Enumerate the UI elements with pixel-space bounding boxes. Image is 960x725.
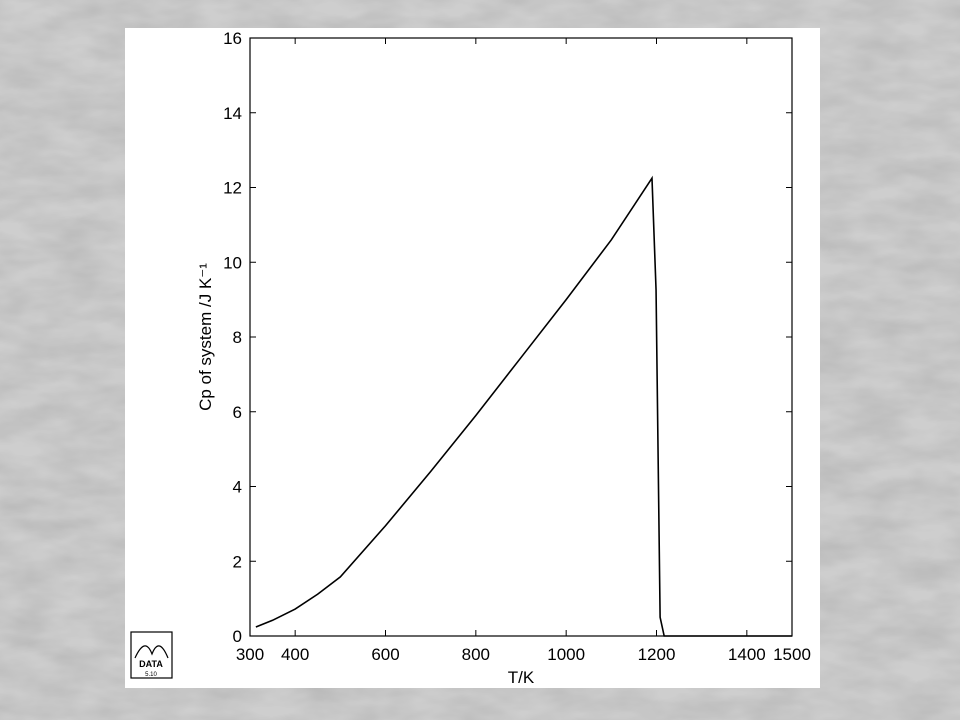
y-tick-label: 10: [223, 253, 242, 272]
logo-version: 5.10: [145, 672, 157, 678]
y-tick-label: 4: [233, 478, 242, 497]
y-tick-label: 8: [233, 328, 242, 347]
y-tick-label: 2: [233, 552, 242, 571]
y-tick-label: 6: [233, 403, 242, 422]
x-tick-label: 800: [462, 645, 490, 664]
y-tick-label: 0: [233, 627, 242, 646]
y-tick-label: 14: [223, 104, 242, 123]
curve: [255, 175, 792, 637]
panel: [125, 28, 820, 688]
x-tick-label: 300: [236, 645, 264, 664]
x-tick-label: 1000: [547, 645, 585, 664]
x-tick-label: 1200: [638, 645, 676, 664]
x-tick-label: 1500: [773, 645, 811, 664]
y-tick-label: 12: [223, 179, 242, 198]
x-axis-label: T/K: [508, 668, 535, 687]
y-axis-label: Cp of system /J K⁻¹: [196, 263, 215, 411]
x-tick-label: 1400: [728, 645, 766, 664]
logo-frame: [130, 631, 173, 679]
x-tick-label: 600: [371, 645, 399, 664]
logo-text: DATA: [139, 659, 163, 669]
y-tick-label: 16: [223, 29, 242, 48]
logo-arc: [134, 645, 169, 659]
logo: DATA 5.10: [130, 631, 173, 679]
x-tick-label: 400: [281, 645, 309, 664]
